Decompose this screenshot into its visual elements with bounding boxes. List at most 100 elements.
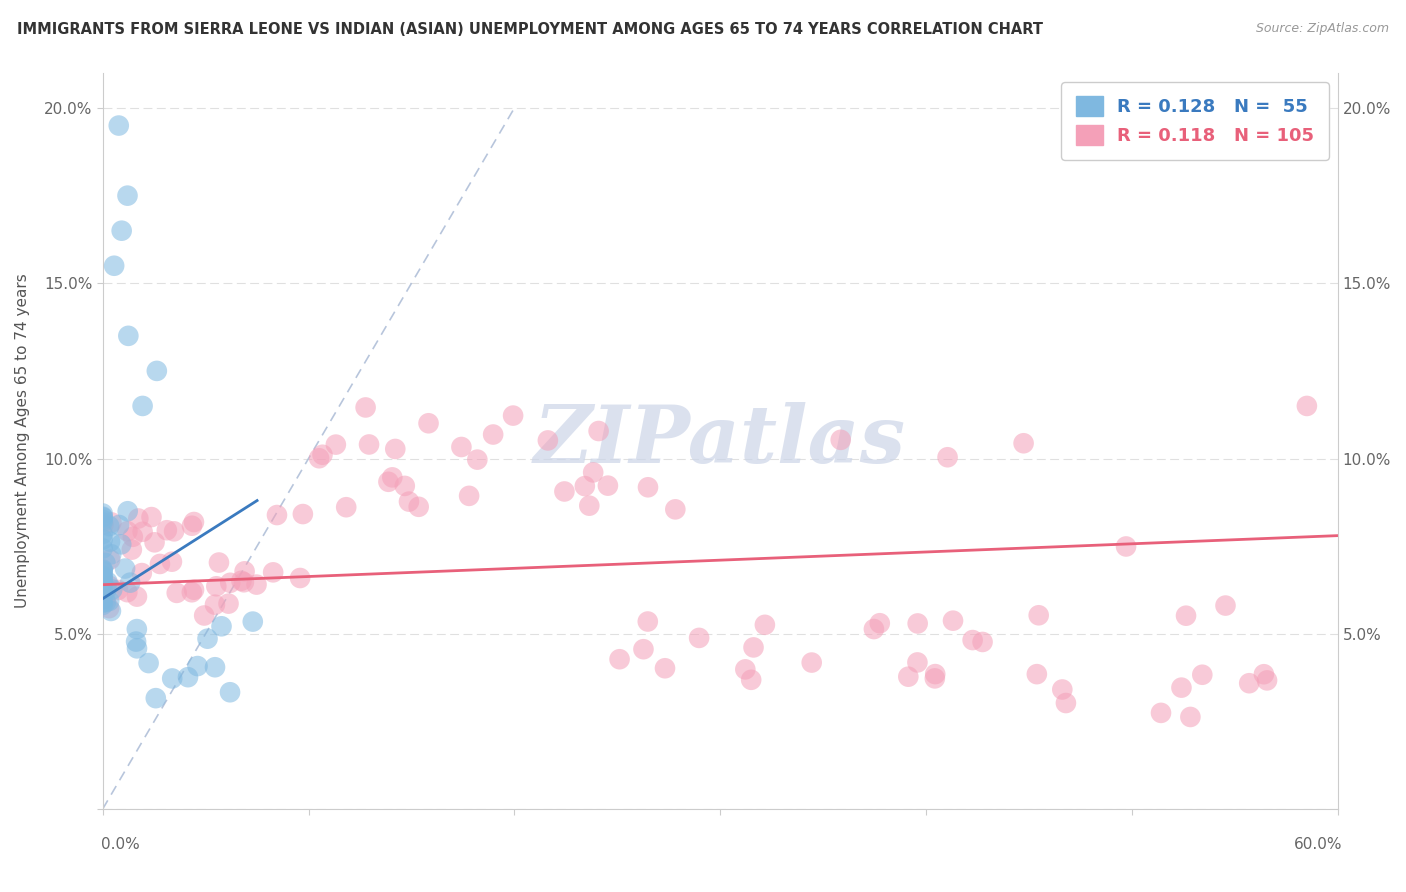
Point [574,479,596,493]
Point [408,500,430,514]
Point [633,642,655,657]
Point [1175,608,1198,623]
Point [288,571,311,585]
Point [942,614,965,628]
Point [311,448,333,462]
Point [1052,682,1074,697]
Point [1191,667,1213,681]
Point [357,437,380,451]
Point [1237,676,1260,690]
Point [121,542,143,557]
Point [863,622,886,636]
Point [177,670,200,684]
Point [180,585,202,599]
Point [125,622,148,636]
Point [381,470,404,484]
Point [125,634,148,648]
Point [91,515,114,529]
Point [869,616,891,631]
Point [183,515,205,529]
Point [146,364,169,378]
Point [1054,696,1077,710]
Point [94,592,117,607]
Point [231,574,253,588]
Point [100,604,122,618]
Point [98,579,121,593]
Point [465,452,488,467]
Point [233,565,256,579]
Point [1180,710,1202,724]
Point [325,437,347,451]
Point [204,598,226,612]
Point [897,670,920,684]
Point [1150,706,1173,720]
Point [609,652,631,666]
Point [125,641,148,656]
Point [924,667,946,681]
Point [100,547,122,561]
Point [205,579,228,593]
Point [197,632,219,646]
Text: 60.0%: 60.0% [1295,837,1343,852]
Point [211,619,233,633]
Point [907,616,929,631]
Point [91,564,114,578]
Point [131,399,153,413]
Point [193,608,215,623]
Point [108,518,131,533]
Y-axis label: Unemployment Among Ages 65 to 74 years: Unemployment Among Ages 65 to 74 years [15,274,30,608]
Point [740,673,762,687]
Point [117,188,139,202]
Point [103,259,125,273]
Point [91,572,114,586]
Point [219,575,242,590]
Point [145,691,167,706]
Point [377,475,399,489]
Text: 0.0%: 0.0% [101,837,141,852]
Point [1296,399,1319,413]
Point [117,585,139,599]
Point [98,534,121,549]
Text: IMMIGRANTS FROM SIERRA LEONE VS INDIAN (ASIAN) UNEMPLOYMENT AMONG AGES 65 TO 74 : IMMIGRANTS FROM SIERRA LEONE VS INDIAN (… [17,22,1043,37]
Point [181,518,204,533]
Point [242,615,264,629]
Point [100,516,122,530]
Point [1215,599,1237,613]
Point [94,556,117,570]
Point [830,433,852,447]
Point [578,499,600,513]
Point [800,656,823,670]
Point [1012,436,1035,450]
Point [98,594,121,608]
Point [91,571,114,585]
Point [637,615,659,629]
Point [291,507,314,521]
Point [1028,608,1050,623]
Point [688,631,710,645]
Point [143,535,166,549]
Point [91,533,114,547]
Point [91,568,114,582]
Point [160,555,183,569]
Point [160,672,183,686]
Point [335,500,357,515]
Point [91,507,114,521]
Point [91,596,114,610]
Point [91,562,114,576]
Point [93,517,115,532]
Point [183,582,205,597]
Point [117,504,139,518]
Point [219,685,242,699]
Point [98,601,121,615]
Point [588,424,610,438]
Point [91,576,114,591]
Point [502,409,524,423]
Point [907,656,929,670]
Point [127,511,149,525]
Point [398,494,420,508]
Point [418,417,440,431]
Point [98,519,121,533]
Point [458,489,481,503]
Point [156,523,179,537]
Point [91,582,114,596]
